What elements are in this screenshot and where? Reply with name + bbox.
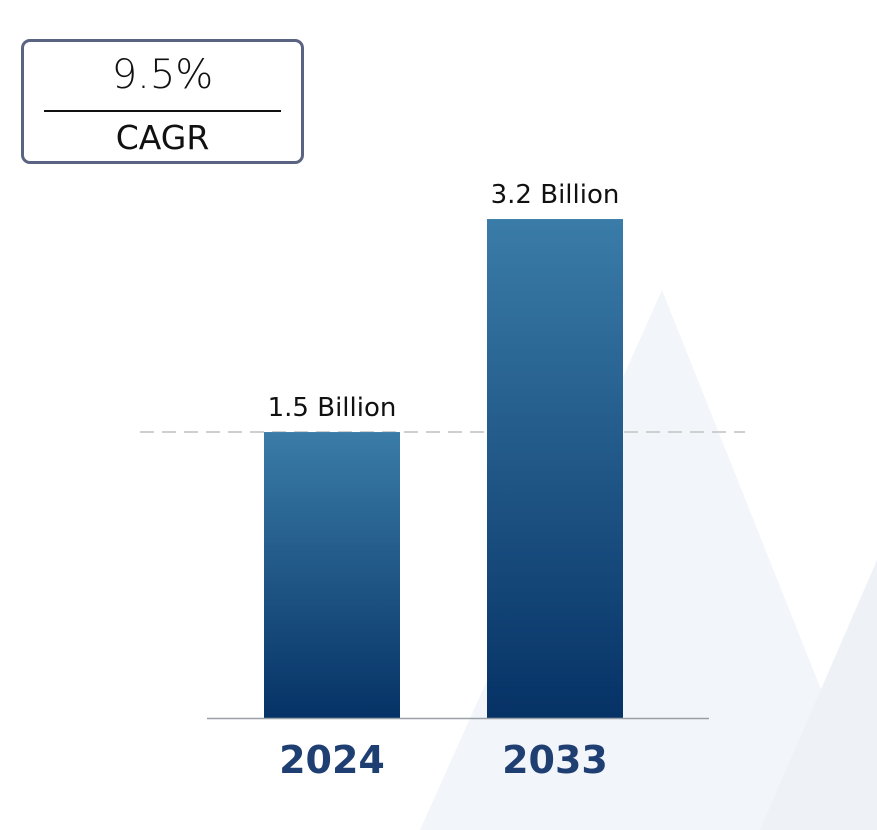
cagr-label: CAGR [115, 118, 210, 157]
data-label: 1.5 Billion [268, 393, 397, 423]
watermark-triangle-right [760, 560, 877, 830]
data-label: 3.2 Billion [491, 180, 620, 210]
cagr-divider [44, 110, 281, 112]
bar-2033 [487, 219, 623, 719]
x-tick-label: 2033 [502, 738, 608, 782]
cagr-box: 9.5% CAGR [21, 39, 304, 164]
x-tick-label: 2024 [279, 738, 385, 782]
bar-2024 [264, 432, 400, 718]
cagr-value: 9.5% [111, 52, 214, 98]
